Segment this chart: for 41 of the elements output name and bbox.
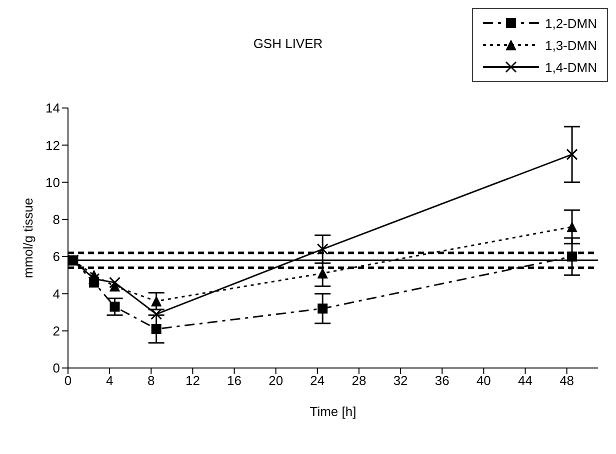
point (109, 276, 121, 288)
x-tick-label: 28 (352, 373, 366, 388)
point (317, 268, 328, 279)
point (88, 278, 99, 288)
point (566, 222, 578, 232)
point (151, 324, 162, 334)
x-tick-label: 8 (148, 373, 155, 388)
y-tick-label: 2 (52, 323, 60, 338)
point (316, 243, 328, 255)
x-tick-label: 48 (560, 373, 574, 388)
x-tick-label: 24 (310, 373, 325, 388)
point (150, 308, 162, 320)
x-tick-label: 12 (185, 373, 200, 388)
x-tick-label: 32 (393, 373, 408, 388)
y-tick-label: 12 (46, 138, 60, 153)
y-tick-label: 10 (46, 174, 60, 190)
y-axis-title: mmol/g tissue (20, 198, 36, 278)
point (88, 273, 100, 285)
point (110, 302, 120, 312)
x-tick-label: 44 (518, 373, 532, 388)
x-tick-label: 36 (434, 373, 450, 388)
x-tick-label: 4 (106, 373, 114, 388)
point (110, 281, 120, 292)
x-tick-label: 20 (268, 373, 284, 388)
legend-label: 1,4-DMN (544, 60, 597, 74)
y-tick-label: 0 (52, 360, 60, 376)
x-tick-label: 0 (64, 373, 72, 388)
legend-label: 1,3-DMN (544, 38, 597, 52)
point (318, 304, 328, 314)
y-tick-label: 8 (52, 212, 60, 228)
y-tick-label: 4 (52, 286, 60, 302)
point (566, 148, 578, 160)
chart-title: GSH LIVER (252, 36, 324, 51)
x-axis-title: Time [h] (310, 404, 356, 419)
x-tick-label: 40 (476, 373, 491, 388)
point (151, 296, 162, 306)
y-tick-label: 6 (52, 249, 60, 264)
x-tick-label: 16 (227, 373, 242, 388)
legend-label: 1,2-DMN (544, 16, 597, 30)
point (567, 252, 578, 262)
y-tick-label: 14 (46, 100, 60, 116)
